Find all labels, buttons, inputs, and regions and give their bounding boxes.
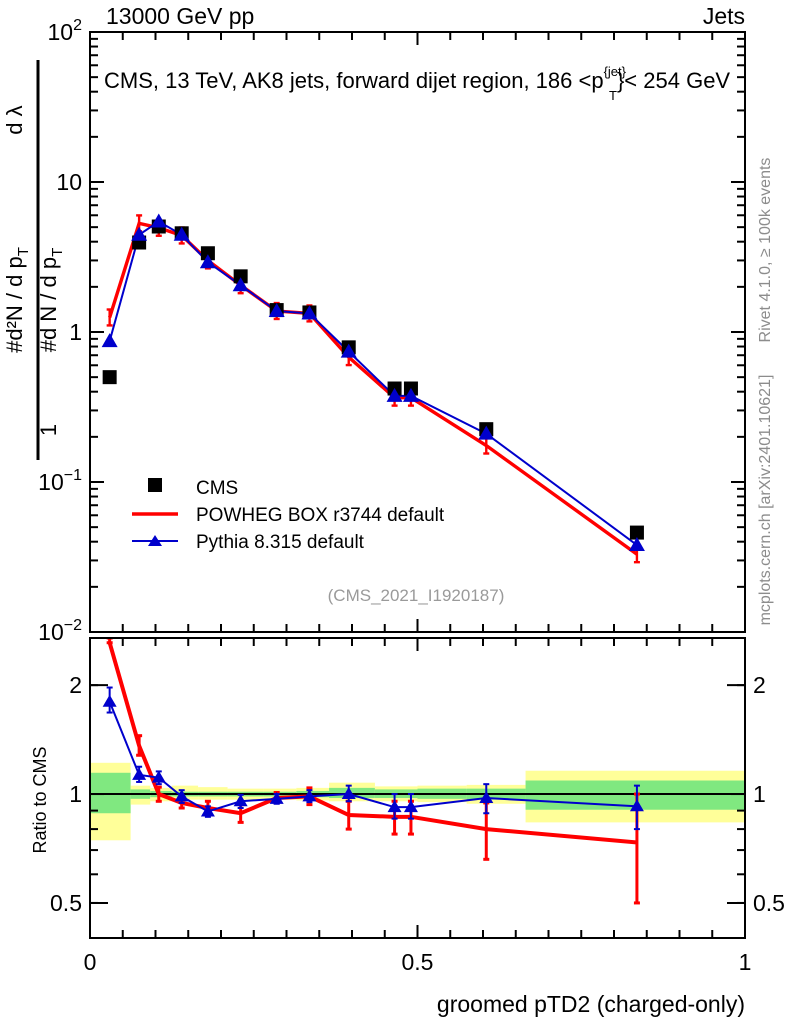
pythia-ratio-marker-7 [302, 789, 317, 802]
cms-marker-12 [629, 525, 644, 540]
pythia-ratio-marker-9 [387, 800, 402, 813]
pythia-ratio-marker-3 [174, 789, 189, 802]
cms-marker-0 [102, 370, 117, 385]
pythia-marker-11 [478, 425, 495, 440]
ratio-axis-title: Ratio to CMS [30, 746, 50, 853]
pythia-marker-1 [131, 226, 148, 241]
pythia-ratio-marker-4 [200, 804, 215, 817]
y-axis-labels-main: 102 10 1 10−1 10−2 [38, 17, 82, 645]
pythia-ratio-marker-0 [102, 694, 117, 707]
legend-label-cms: CMS [196, 478, 238, 499]
y-axis-tick-label-0: 102 [48, 17, 83, 45]
pythia-marker-10 [402, 387, 419, 402]
x-axis-tick-label-2: 1 [739, 949, 752, 975]
cms-marker-5 [233, 269, 248, 284]
legend-marker-cms [148, 478, 162, 492]
pythia-ratio-marker-2 [151, 770, 166, 783]
legend: CMS POWHEG BOX r3744 default Pythia 8.315 … [132, 478, 445, 553]
axis-ticks [89, 31, 746, 939]
y-ratio-tick-label-right-0: 2 [753, 672, 766, 698]
y-ratio-tick-label-left-1: 1 [69, 781, 82, 807]
y-ratio-tick-label-right-1: 1 [753, 781, 766, 807]
ratio-uncertainty-bands [90, 762, 745, 841]
y-ratio-tick-label-left-2: 0.5 [50, 890, 82, 916]
main-axis-title: #d²N / d pT d λ #d N / d pT 1 [2, 60, 66, 460]
pythia-marker-7 [301, 305, 318, 320]
legend-label-pythia: Pythia 8.315 default [196, 532, 365, 553]
header-row: 13000 GeV pp Jets [106, 3, 745, 29]
pythia-ratio-marker-5 [233, 794, 248, 807]
y-axis-denominator: #d N / d pT [36, 248, 66, 353]
y-ratio-tick-label-left-0: 2 [69, 672, 82, 698]
side-captions: Rivet 4.1.0, ≥ 100k events mcplots.cern.c… [757, 158, 774, 626]
header-right: Jets [703, 3, 745, 29]
pythia-marker-9 [386, 387, 403, 402]
x-axis-tick-label-0: 0 [84, 949, 97, 975]
rivet-caption: Rivet 4.1.0, ≥ 100k events [757, 158, 774, 343]
legend-label-powheg: POWHEG BOX r3744 default [196, 505, 445, 526]
y-axis-numerator: #d²N / d pT [2, 247, 32, 353]
main-panel-frame [89, 31, 746, 633]
pythia-marker-2 [150, 213, 167, 228]
analysis-watermark: (CMS_2021_I1920187) [328, 586, 505, 605]
pythia-marker-12 [628, 537, 645, 552]
pythia-ratio-marker-12 [629, 799, 644, 812]
pythia-marker-8 [340, 343, 357, 358]
pythia-marker-3 [173, 226, 190, 241]
pythia-ratio-marker-8 [341, 787, 356, 800]
y-axis-one: 1 [36, 424, 61, 436]
y-axis-tick-label-2: 1 [69, 319, 82, 345]
y-axis-tick-label-1: 10 [56, 169, 82, 195]
plot-title: CMS, 13 TeV, AK8 jets, forward dijet reg… [104, 64, 730, 103]
x-axis-tick-label-1: 0.5 [402, 949, 434, 975]
x-axis-title: groomed pTD2 (charged-only) [437, 991, 745, 1017]
mcplots-caption: mcplots.cern.ch [arXiv:2401.10621] [757, 375, 774, 626]
y-axis-tick-label-3: 10−1 [38, 467, 82, 495]
header-left: 13000 GeV pp [106, 3, 254, 29]
pythia-markers-main [101, 213, 645, 552]
band-inner-0 [90, 772, 131, 814]
legend-marker-pythia [148, 535, 162, 546]
y-ratio-tick-label-right-2: 0.5 [753, 890, 785, 916]
ratio-clip-group [102, 638, 644, 905]
y-axis-numerator-lambda: d λ [2, 105, 27, 134]
pythia-ratio-marker-11 [479, 791, 494, 804]
pythia-marker-0 [101, 333, 118, 348]
pythia-marker-4 [199, 254, 216, 269]
cms-marker-4 [200, 246, 215, 261]
pythia-ratio-marker-6 [269, 791, 284, 804]
pythia-marker-5 [232, 277, 249, 292]
x-axis-labels: 0 0.5 1 groomed pTD2 (charged-only) [84, 949, 752, 1017]
pythia-ratio-marker-1 [132, 767, 147, 780]
y-axis-tick-label-4: 10−2 [38, 617, 82, 645]
y-axis-labels-ratio: 2 2 1 1 0.5 0.5 [50, 672, 785, 916]
pythia-ratio-marker-10 [403, 800, 418, 813]
pythia-marker-6 [268, 303, 285, 318]
